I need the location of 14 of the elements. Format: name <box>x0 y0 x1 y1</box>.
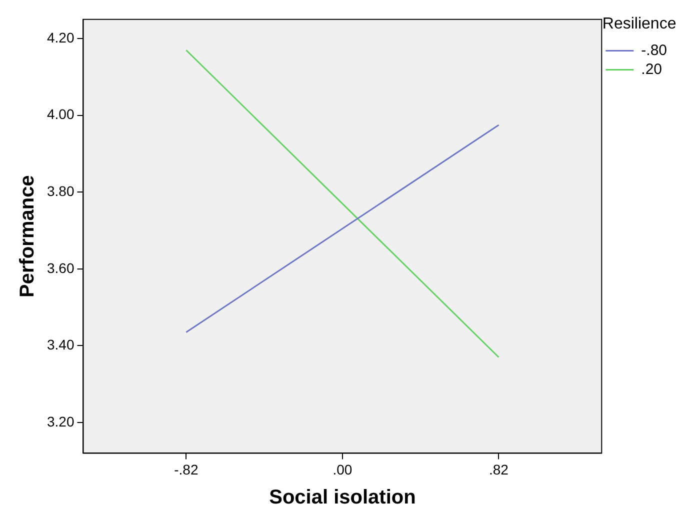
legend-title: Resilience <box>602 15 676 32</box>
x-tick-label: .82 <box>489 461 509 478</box>
y-tick-label: 3.20 <box>47 413 74 430</box>
x-axis-title: Social isolation <box>269 486 416 509</box>
y-axis-title: Performance <box>16 175 39 298</box>
y-tick-label: 3.40 <box>47 336 74 353</box>
y-tick-label: 3.80 <box>47 183 74 200</box>
y-tick-label: 4.20 <box>47 29 74 46</box>
x-tick-label: -.82 <box>174 461 198 478</box>
x-tick-label: .00 <box>332 461 352 478</box>
y-tick-label: 4.00 <box>47 106 74 122</box>
y-tick-label: 3.60 <box>47 260 74 276</box>
legend-label: -.80 <box>641 42 668 59</box>
legend-label: .20 <box>641 60 662 78</box>
